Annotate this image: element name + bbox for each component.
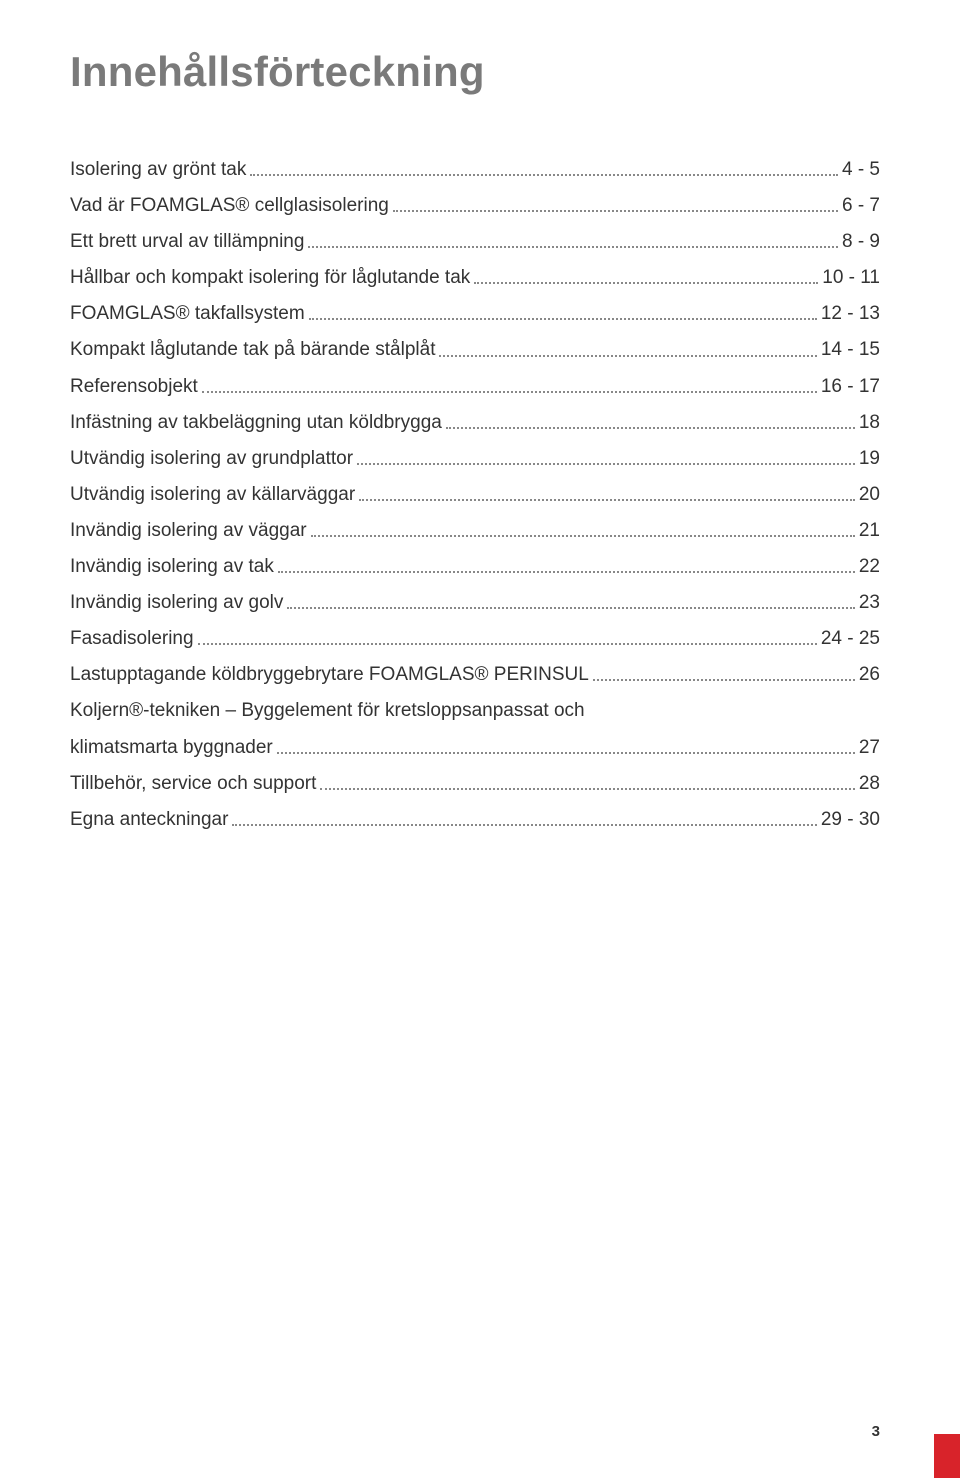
toc-leader-dots: [308, 246, 838, 248]
toc-leader-dots: [439, 355, 816, 357]
toc-leader-dots: [446, 427, 855, 429]
toc-label: Invändig isolering av tak: [70, 549, 274, 585]
toc-leader-dots: [198, 643, 817, 645]
toc-label: Invändig isolering av golv: [70, 585, 283, 621]
toc-leader-dots: [359, 499, 855, 501]
toc-label: Utvändig isolering av grundplattor: [70, 441, 353, 477]
toc-page-ref: 10 - 11: [822, 260, 880, 296]
toc-entry: Egna anteckningar 29 - 30: [70, 802, 880, 838]
toc-entry: Infästning av takbeläggning utan köldbry…: [70, 405, 880, 441]
table-of-contents: Isolering av grönt tak4 - 5Vad är FOAMGL…: [70, 152, 880, 838]
toc-entry: Invändig isolering av golv 23: [70, 585, 880, 621]
toc-entry: Invändig isolering av väggar 21: [70, 513, 880, 549]
toc-entry: Lastupptagande köldbryggebrytare FOAMGLA…: [70, 657, 880, 693]
toc-page-ref: 20: [859, 477, 880, 513]
toc-page-ref: 28: [859, 766, 880, 802]
toc-page-ref: 6 - 7: [842, 188, 880, 224]
toc-page-ref: 19: [859, 441, 880, 477]
toc-label: Referensobjekt: [70, 369, 198, 405]
toc-label: klimatsmarta byggnader: [70, 730, 273, 766]
toc-leader-dots: [250, 174, 838, 176]
toc-label: Fasadisolering: [70, 621, 194, 657]
toc-entry: Invändig isolering av tak 22: [70, 549, 880, 585]
toc-entry: Hållbar och kompakt isolering för låglut…: [70, 260, 880, 296]
toc-entry: Kompakt låglutande tak på bärande stålpl…: [70, 332, 880, 368]
toc-leader-dots: [593, 679, 855, 681]
toc-page-ref: 4 - 5: [842, 152, 880, 188]
toc-page-ref: 12 - 13: [821, 296, 880, 332]
toc-page-ref: 8 - 9: [842, 224, 880, 260]
page-number: 3: [872, 1423, 880, 1440]
toc-page-ref: 27: [859, 730, 880, 766]
toc-page-ref: 16 - 17: [821, 369, 880, 405]
toc-entry: Utvändig isolering av grundplattor 19: [70, 441, 880, 477]
toc-label: Vad är FOAMGLAS® cellglasisolering: [70, 188, 389, 224]
toc-label: Tillbehör, service och support: [70, 766, 316, 802]
toc-page-ref: 21: [859, 513, 880, 549]
toc-entry: Koljern®-tekniken – Byggelement för kret…: [70, 693, 880, 765]
toc-label: Egna anteckningar: [70, 802, 228, 838]
toc-leader-dots: [287, 607, 855, 609]
toc-entry: Vad är FOAMGLAS® cellglasisolering 6 - 7: [70, 188, 880, 224]
toc-leader-dots: [474, 282, 818, 284]
toc-page-ref: 29 - 30: [821, 802, 880, 838]
toc-page-ref: 14 - 15: [821, 332, 880, 368]
toc-entry: Ett brett urval av tillämpning 8 - 9: [70, 224, 880, 260]
toc-entry: FOAMGLAS® takfallsystem 12 - 13: [70, 296, 880, 332]
toc-label-line1: Koljern®-tekniken – Byggelement för kret…: [70, 693, 880, 729]
toc-label: Ett brett urval av tillämpning: [70, 224, 304, 260]
toc-leader-dots: [320, 788, 854, 790]
toc-label: Invändig isolering av väggar: [70, 513, 307, 549]
toc-label: Infästning av takbeläggning utan köldbry…: [70, 405, 442, 441]
toc-page-ref: 23: [859, 585, 880, 621]
toc-page-ref: 18: [859, 405, 880, 441]
toc-entry: Isolering av grönt tak 4 - 5: [70, 152, 880, 188]
toc-label: Isolering av grönt tak: [70, 152, 246, 188]
toc-label: Hållbar och kompakt isolering för låglut…: [70, 260, 470, 296]
accent-tab: [934, 1434, 960, 1478]
toc-leader-dots: [202, 391, 817, 393]
toc-entry: Tillbehör, service och support 28: [70, 766, 880, 802]
toc-leader-dots: [278, 571, 855, 573]
toc-leader-dots: [309, 318, 817, 320]
toc-label: FOAMGLAS® takfallsystem: [70, 296, 305, 332]
toc-leader-dots: [311, 535, 855, 537]
toc-entry: Referensobjekt 16 - 17: [70, 369, 880, 405]
toc-leader-dots: [357, 463, 855, 465]
page-container: Innehållsförteckning Isolering av grönt …: [0, 0, 960, 838]
toc-page-ref: 24 - 25: [821, 621, 880, 657]
toc-leader-dots: [232, 824, 816, 826]
page-title: Innehållsförteckning: [70, 48, 880, 96]
toc-page-ref: 22: [859, 549, 880, 585]
toc-leader-dots: [393, 210, 838, 212]
toc-leader-dots: [277, 752, 855, 754]
toc-entry: Fasadisolering 24 - 25: [70, 621, 880, 657]
toc-label: Kompakt låglutande tak på bärande stålpl…: [70, 332, 435, 368]
toc-label: Utvändig isolering av källarväggar: [70, 477, 355, 513]
toc-row: klimatsmarta byggnader 27: [70, 730, 880, 766]
toc-entry: Utvändig isolering av källarväggar 20: [70, 477, 880, 513]
toc-label: Lastupptagande köldbryggebrytare FOAMGLA…: [70, 657, 589, 693]
toc-page-ref: 26: [859, 657, 880, 693]
